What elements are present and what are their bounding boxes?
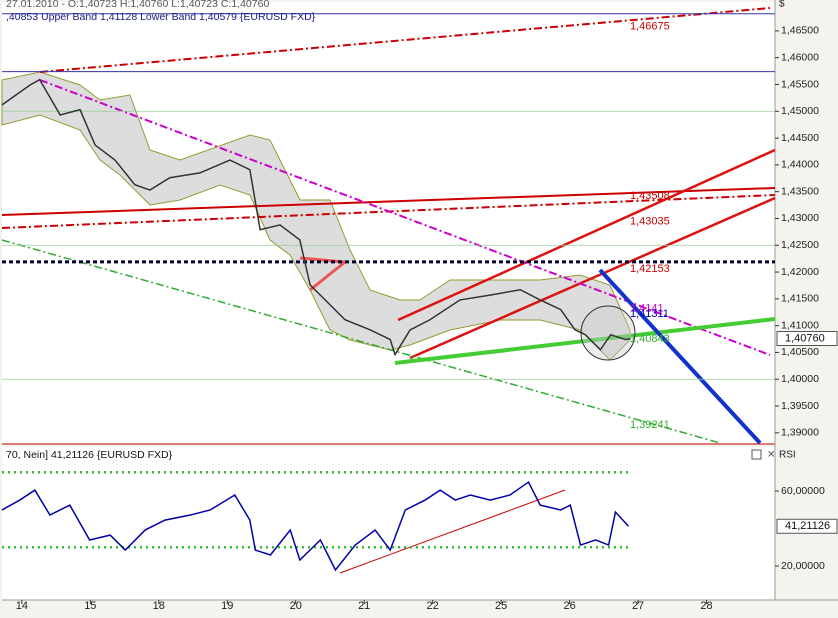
price-tag — [776, 331, 838, 347]
y-tick-label: 60,00000 — [781, 485, 825, 497]
y-tick-label: 1,45500 — [781, 78, 819, 90]
level-annotation: 1,43508 — [630, 190, 670, 202]
channel-line — [409, 196, 776, 360]
series-line — [1, 480, 630, 572]
level-annotation: 1,40843 — [630, 333, 670, 345]
trendline — [39, 7, 771, 73]
rsi-trendline — [339, 489, 566, 574]
y-tick-label: 1,46000 — [781, 51, 819, 63]
bollinger-band — [1, 71, 631, 361]
y-tick-label: 1,39000 — [781, 427, 819, 439]
price-tag — [776, 518, 838, 534]
series-line — [1, 78, 631, 357]
axis-symbol: $ — [779, 0, 785, 10]
x-tick-label: 19 — [221, 600, 233, 612]
legend: ,40853 Upper Band 1,41128 Lower Band 1,4… — [6, 11, 316, 23]
y-tick-label: 1,41500 — [781, 293, 819, 305]
y-tick-label: 1,41000 — [781, 319, 819, 331]
level-annotation: 1,41311 — [630, 308, 669, 320]
y-tick-label: 1,44500 — [781, 132, 819, 144]
x-tick-label: 21 — [358, 600, 370, 612]
price-tag-label: 41,21126 — [785, 520, 830, 532]
trendline — [39, 79, 771, 356]
drawings: ✕ — [1, 7, 776, 574]
panel-header: 70, Nein] 41,21126 {EURUSD FXD} — [6, 449, 173, 461]
y-tick-label: 1,46500 — [781, 25, 819, 37]
price-tag-label: 1,40760 — [785, 332, 825, 344]
y-tick-label: 1,40000 — [781, 373, 819, 385]
y-tick-label: 1,42000 — [781, 266, 819, 278]
level-annotation: 1,46675 — [630, 20, 670, 32]
y-tick-label: 1,43000 — [781, 212, 819, 224]
x-tick-label: 22 — [427, 600, 439, 612]
y-tick-label: 1,39500 — [781, 400, 819, 412]
rsi-panel — [2, 447, 775, 600]
level-annotation: 1,43035 — [630, 215, 670, 227]
y-tick-label: 1,45000 — [781, 105, 819, 117]
x-tick-label: 18 — [153, 600, 165, 612]
axis-symbol: RSI — [779, 450, 796, 461]
y-tick-label: 1,43500 — [781, 185, 819, 197]
x-tick-label: 26 — [563, 600, 575, 612]
trendline — [1, 187, 776, 216]
x-tick-label: 28 — [700, 600, 712, 612]
y-tick-label: 20,00000 — [781, 560, 825, 572]
x-tick-label: 25 — [495, 600, 507, 612]
level-annotation: 1,39241 — [630, 419, 670, 431]
maximize-button[interactable] — [751, 449, 762, 460]
y-tick-label: 1,40500 — [781, 346, 819, 358]
channel-line — [397, 148, 776, 322]
x-tick-label: 27 — [632, 600, 644, 612]
level-annotation: 1,42153 — [630, 263, 670, 275]
x-tick-label: 15 — [84, 600, 96, 612]
trendline — [1, 239, 721, 444]
panel-header: 27.01.2010 - O:1,40723 H:1,40760 L:1,407… — [6, 0, 269, 10]
x-tick-label: 14 — [16, 600, 28, 612]
y-tick-label: 1,44000 — [781, 159, 819, 171]
level-annotation: 1,4141 — [630, 303, 664, 315]
trendline — [598, 268, 762, 445]
close-button[interactable]: ✕ — [767, 450, 775, 461]
y-tick-label: 1,42500 — [781, 239, 819, 251]
support-line — [394, 317, 776, 365]
x-tick-label: 20 — [290, 600, 302, 612]
highlight-circle — [580, 305, 636, 361]
